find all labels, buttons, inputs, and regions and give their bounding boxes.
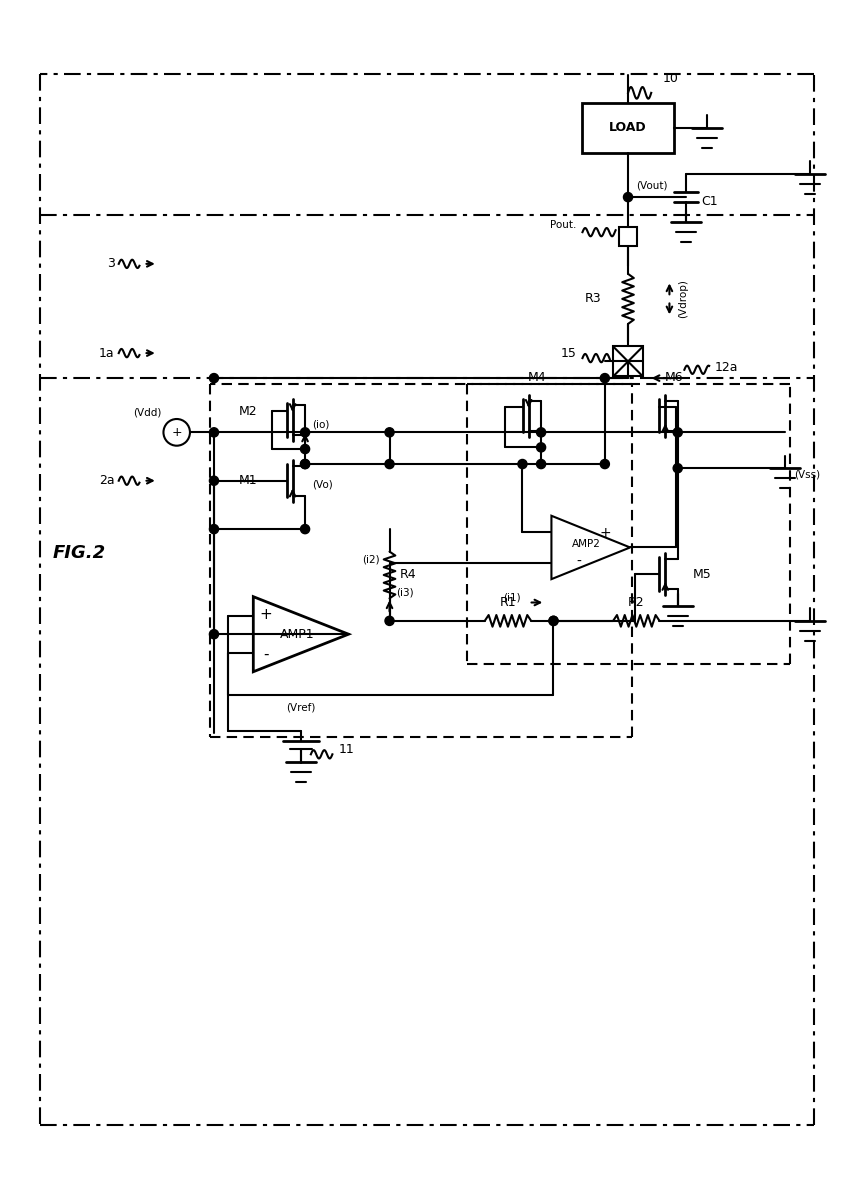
Text: (Vdd): (Vdd) (134, 407, 162, 418)
Circle shape (385, 427, 394, 437)
Text: (Vref): (Vref) (286, 702, 316, 713)
Circle shape (673, 464, 682, 472)
Text: -: - (576, 555, 581, 569)
Circle shape (549, 616, 558, 626)
Text: FIG.2: FIG.2 (52, 544, 105, 563)
Circle shape (210, 630, 219, 639)
Circle shape (210, 374, 219, 383)
Circle shape (623, 193, 632, 202)
Circle shape (301, 459, 310, 469)
Text: AMP2: AMP2 (573, 539, 601, 549)
Text: M1: M1 (239, 475, 258, 487)
Text: (i1): (i1) (503, 593, 520, 602)
Text: 3: 3 (107, 257, 115, 270)
Circle shape (301, 459, 310, 469)
Text: 12a: 12a (715, 361, 738, 374)
Text: Pout.: Pout. (551, 220, 577, 230)
Text: +: + (260, 607, 273, 621)
Circle shape (301, 427, 310, 437)
Text: M2: M2 (239, 405, 258, 418)
Circle shape (518, 459, 527, 469)
Circle shape (536, 459, 546, 469)
Circle shape (301, 444, 310, 453)
Circle shape (600, 459, 610, 469)
Circle shape (301, 525, 310, 533)
Text: (i3): (i3) (396, 588, 413, 597)
Text: R3: R3 (585, 293, 601, 306)
Text: LOAD: LOAD (610, 121, 647, 134)
Bar (583, 102, 674, 154)
Text: AMP1: AMP1 (280, 627, 314, 640)
Text: +: + (600, 526, 611, 540)
Text: R2: R2 (628, 596, 645, 609)
Text: 10: 10 (663, 71, 679, 84)
Text: (Vo): (Vo) (312, 480, 333, 489)
Text: +: + (172, 426, 182, 439)
Text: (Vss): (Vss) (794, 469, 820, 480)
Text: 11: 11 (338, 743, 354, 756)
Text: (i2): (i2) (362, 555, 380, 565)
Circle shape (600, 374, 610, 383)
Text: C1: C1 (701, 195, 717, 208)
Bar (619, 227, 637, 245)
Text: 15: 15 (561, 346, 577, 359)
Circle shape (673, 427, 682, 437)
Text: -: - (264, 646, 269, 662)
Text: M6: M6 (664, 371, 683, 384)
Circle shape (385, 616, 394, 626)
Circle shape (210, 525, 219, 533)
Text: 1a: 1a (99, 346, 115, 359)
Circle shape (210, 427, 219, 437)
Text: R1: R1 (499, 596, 516, 609)
Circle shape (549, 616, 558, 626)
Text: M5: M5 (693, 568, 711, 581)
Text: (io): (io) (312, 419, 329, 430)
Text: 2a: 2a (99, 475, 115, 487)
Text: R4: R4 (399, 569, 416, 582)
Bar (613, 346, 643, 376)
Circle shape (210, 476, 219, 486)
Circle shape (536, 427, 546, 437)
Circle shape (385, 459, 394, 469)
Circle shape (536, 443, 546, 452)
Text: M4: M4 (528, 371, 546, 384)
Text: (Vdrop): (Vdrop) (678, 280, 688, 318)
Text: (Vout): (Vout) (637, 181, 668, 190)
